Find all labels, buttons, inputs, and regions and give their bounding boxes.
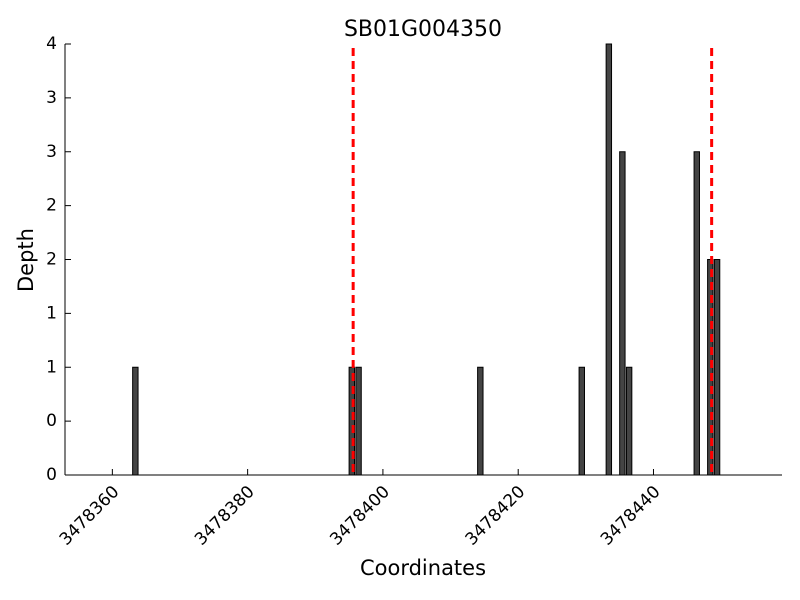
bar xyxy=(132,366,139,476)
bar xyxy=(619,151,626,476)
y-tick-label: 0 xyxy=(46,465,57,485)
x-tick-label: 3478380 xyxy=(191,482,259,550)
y-tick-label: 1 xyxy=(46,357,57,377)
bar xyxy=(355,366,362,476)
bar xyxy=(477,366,484,476)
y-tick-label: 0 xyxy=(46,411,57,431)
y-tick-label: 1 xyxy=(46,303,57,323)
y-tick-label: 2 xyxy=(46,196,57,216)
bar xyxy=(625,366,633,476)
y-tick-label: 4 xyxy=(46,34,57,54)
bar xyxy=(578,366,585,476)
x-tick-label: 3478400 xyxy=(326,482,394,550)
y-axis-label: Depth xyxy=(14,228,38,292)
y-tick-label: 3 xyxy=(46,88,57,108)
y-tick-label: 3 xyxy=(46,142,57,162)
bar xyxy=(605,43,613,476)
x-tick-label: 3478360 xyxy=(56,482,124,550)
bar xyxy=(713,259,721,476)
x-axis-label: Coordinates xyxy=(360,556,486,580)
y-tick-label: 2 xyxy=(46,250,57,270)
x-tick-label: 3478420 xyxy=(462,482,530,550)
chart-title: SB01G004350 xyxy=(344,17,502,42)
bar xyxy=(693,151,700,476)
x-tick-label: 3478440 xyxy=(597,482,665,550)
